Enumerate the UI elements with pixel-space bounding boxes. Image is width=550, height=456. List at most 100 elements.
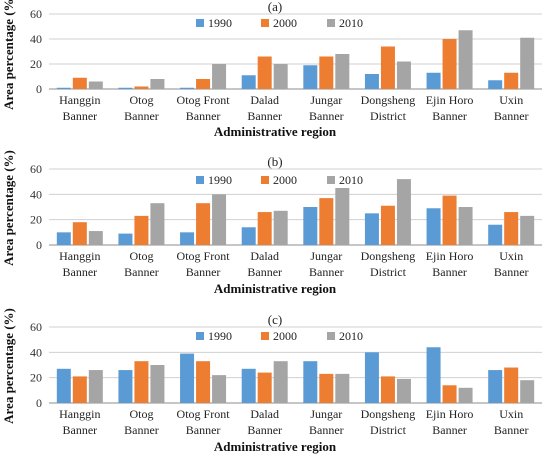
y-axis-title: Area percentage (%) — [1, 308, 16, 424]
x-tick-label: Dalad — [250, 93, 279, 107]
bar-1990 — [488, 80, 503, 89]
bar-1990 — [118, 370, 133, 403]
legend-label: 2000 — [273, 16, 297, 30]
bar-2000 — [319, 198, 334, 245]
x-tick-label: Banner — [124, 423, 159, 437]
bar-2010 — [458, 207, 473, 245]
bar-1990 — [118, 87, 133, 89]
bar-2010 — [458, 30, 473, 89]
x-tick-label: Jungar — [310, 249, 342, 263]
bar-1990 — [364, 213, 379, 245]
x-tick-label: Banner — [494, 109, 529, 123]
bar-2010 — [520, 37, 535, 89]
bar-2000 — [257, 212, 272, 245]
bar-2010 — [88, 231, 103, 245]
y-tick-label: 0 — [36, 238, 42, 252]
x-tick-label: Dongsheng — [361, 407, 416, 421]
x-tick-label: Otog Front — [177, 249, 231, 263]
bar-2010 — [150, 203, 165, 245]
x-tick-label: Otog — [129, 93, 153, 107]
x-tick-label: Banner — [309, 423, 344, 437]
x-tick-label: Hanggin — [59, 407, 100, 421]
bar-1990 — [180, 232, 195, 245]
bar-1990 — [303, 361, 318, 403]
x-axis-title: Administrative region — [214, 439, 337, 454]
x-tick-label: Ejin Horo — [426, 407, 474, 421]
bar-2000 — [380, 205, 395, 245]
bar-2000 — [380, 46, 395, 89]
bar-2010 — [273, 64, 288, 89]
x-tick-label: Dongsheng — [361, 249, 416, 263]
y-tick-label: 20 — [30, 371, 42, 385]
legend-swatch — [327, 19, 335, 27]
legend-swatch — [196, 332, 204, 340]
bar-2000 — [319, 373, 334, 403]
x-tick-label: Uxin — [499, 93, 523, 107]
panel-label: (b) — [267, 154, 282, 169]
x-tick-label: Banner — [309, 109, 344, 123]
bar-2010 — [273, 210, 288, 245]
bar-2010 — [212, 194, 227, 245]
x-tick-label: Banner — [186, 423, 221, 437]
bar-2010 — [335, 188, 350, 245]
bar-2000 — [504, 212, 519, 245]
bar-1990 — [426, 208, 441, 245]
y-tick-label: 0 — [36, 396, 42, 410]
legend-swatch — [327, 176, 335, 184]
x-tick-label: Dalad — [250, 249, 279, 263]
x-tick-label: Banner — [62, 265, 97, 279]
bar-2010 — [520, 215, 535, 245]
bar-1990 — [241, 75, 256, 89]
chart-panel-1: 0 20 40 60 Hanggin Banner Otog Banner Otog Front… — [1, 0, 542, 139]
x-tick-label: Hanggin — [59, 249, 100, 263]
x-axis-title: Administrative region — [214, 124, 337, 139]
y-tick-label: 40 — [30, 187, 42, 201]
bar-2010 — [212, 375, 227, 403]
x-tick-label: Banner — [186, 265, 221, 279]
bar-2000 — [504, 72, 519, 89]
chart-panel-2: 0 20 40 60 Hanggin Banner Otog Banner Otog Front… — [1, 150, 542, 296]
y-tick-label: 60 — [30, 320, 42, 334]
legend-label: 2000 — [273, 329, 297, 343]
bar-2000 — [196, 203, 211, 245]
bar-2010 — [396, 61, 411, 89]
bar-2000 — [442, 385, 457, 403]
x-tick-label: Banner — [494, 423, 529, 437]
bar-2010 — [335, 54, 350, 89]
legend-swatch — [261, 332, 269, 340]
bar-2010 — [273, 361, 288, 403]
x-tick-label: Banner — [494, 265, 529, 279]
x-tick-label: District — [370, 109, 407, 123]
bar-2000 — [257, 56, 272, 89]
legend-swatch — [261, 19, 269, 27]
legend-swatch — [196, 19, 204, 27]
legend-swatch — [327, 332, 335, 340]
bar-2000 — [72, 222, 87, 245]
legend-swatch — [261, 176, 269, 184]
y-tick-label: 20 — [30, 57, 42, 71]
bar-1990 — [426, 347, 441, 403]
bar-1990 — [180, 87, 195, 89]
y-tick-label: 60 — [30, 162, 42, 176]
legend-label: 2010 — [339, 16, 363, 30]
bar-2000 — [134, 215, 149, 245]
x-tick-label: Banner — [186, 109, 221, 123]
bar-2010 — [212, 64, 227, 89]
x-tick-label: Banner — [309, 265, 344, 279]
bar-1990 — [241, 227, 256, 245]
bar-2010 — [88, 81, 103, 89]
x-tick-label: District — [370, 423, 407, 437]
bar-1990 — [303, 65, 318, 89]
legend-label: 1990 — [208, 329, 232, 343]
y-axis-title: Area percentage (%) — [1, 150, 16, 266]
bar-2010 — [520, 380, 535, 403]
x-tick-label: Uxin — [499, 407, 523, 421]
x-tick-label: Otog — [129, 407, 153, 421]
x-tick-label: District — [370, 265, 407, 279]
x-tick-label: Otog Front — [177, 407, 231, 421]
y-tick-label: 0 — [36, 82, 42, 96]
panel-label: (a) — [268, 0, 282, 14]
y-tick-label: 40 — [30, 32, 42, 46]
bar-1990 — [118, 233, 133, 245]
